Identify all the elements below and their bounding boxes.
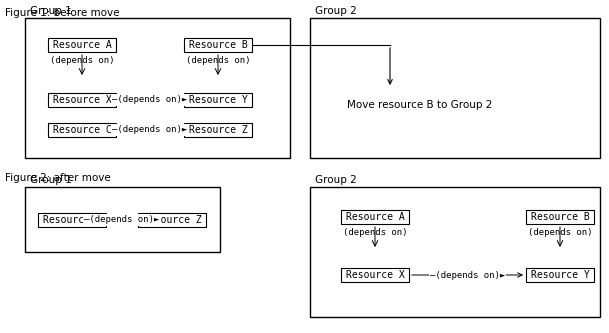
Text: Group 1: Group 1 [30,6,72,16]
Bar [526,268,594,282]
Text: —(depends on)►: —(depends on)► [430,270,505,279]
Text: Resource C: Resource C [52,125,111,135]
Text: (depends on): (depends on) [186,56,250,65]
Text: Resource Y: Resource Y [530,270,590,280]
Bar [184,38,252,52]
Text: Resource Y: Resource Y [189,95,247,105]
Bar [48,123,116,137]
Bar [38,213,106,227]
Bar [526,210,594,224]
Text: Resource X: Resource X [52,95,111,105]
Bar [341,268,409,282]
Bar [48,38,116,52]
Text: —(depends on)►: —(depends on)► [113,96,188,105]
Text: Resource B: Resource B [189,40,247,50]
Text: Resource Z: Resource Z [189,125,247,135]
Text: Figure 2: after move: Figure 2: after move [5,173,111,183]
Text: Move resource B to Group 2: Move resource B to Group 2 [347,100,493,110]
Text: Resource Z: Resource Z [143,215,202,225]
Text: (depends on): (depends on) [343,228,407,237]
Bar [25,18,290,158]
Text: Resource X: Resource X [346,270,404,280]
Text: Resource A: Resource A [52,40,111,50]
Bar [341,210,409,224]
Text: —(depends on)►: —(depends on)► [85,215,160,224]
Text: Resource C: Resource C [43,215,101,225]
Bar [184,93,252,107]
Bar [310,187,600,317]
Bar [184,123,252,137]
Text: Figure 1: before move: Figure 1: before move [5,8,119,18]
Bar [310,18,600,158]
Text: —(depends on)►: —(depends on)► [113,126,188,135]
Text: Group 2: Group 2 [315,175,357,185]
Bar [48,93,116,107]
Text: Group 1: Group 1 [30,175,72,185]
Text: Group 2: Group 2 [315,6,357,16]
Bar [25,187,220,252]
Text: Resource A: Resource A [346,212,404,222]
Text: (depends on): (depends on) [50,56,114,65]
Text: (depends on): (depends on) [528,228,592,237]
Bar [138,213,206,227]
Text: Resource B: Resource B [530,212,590,222]
